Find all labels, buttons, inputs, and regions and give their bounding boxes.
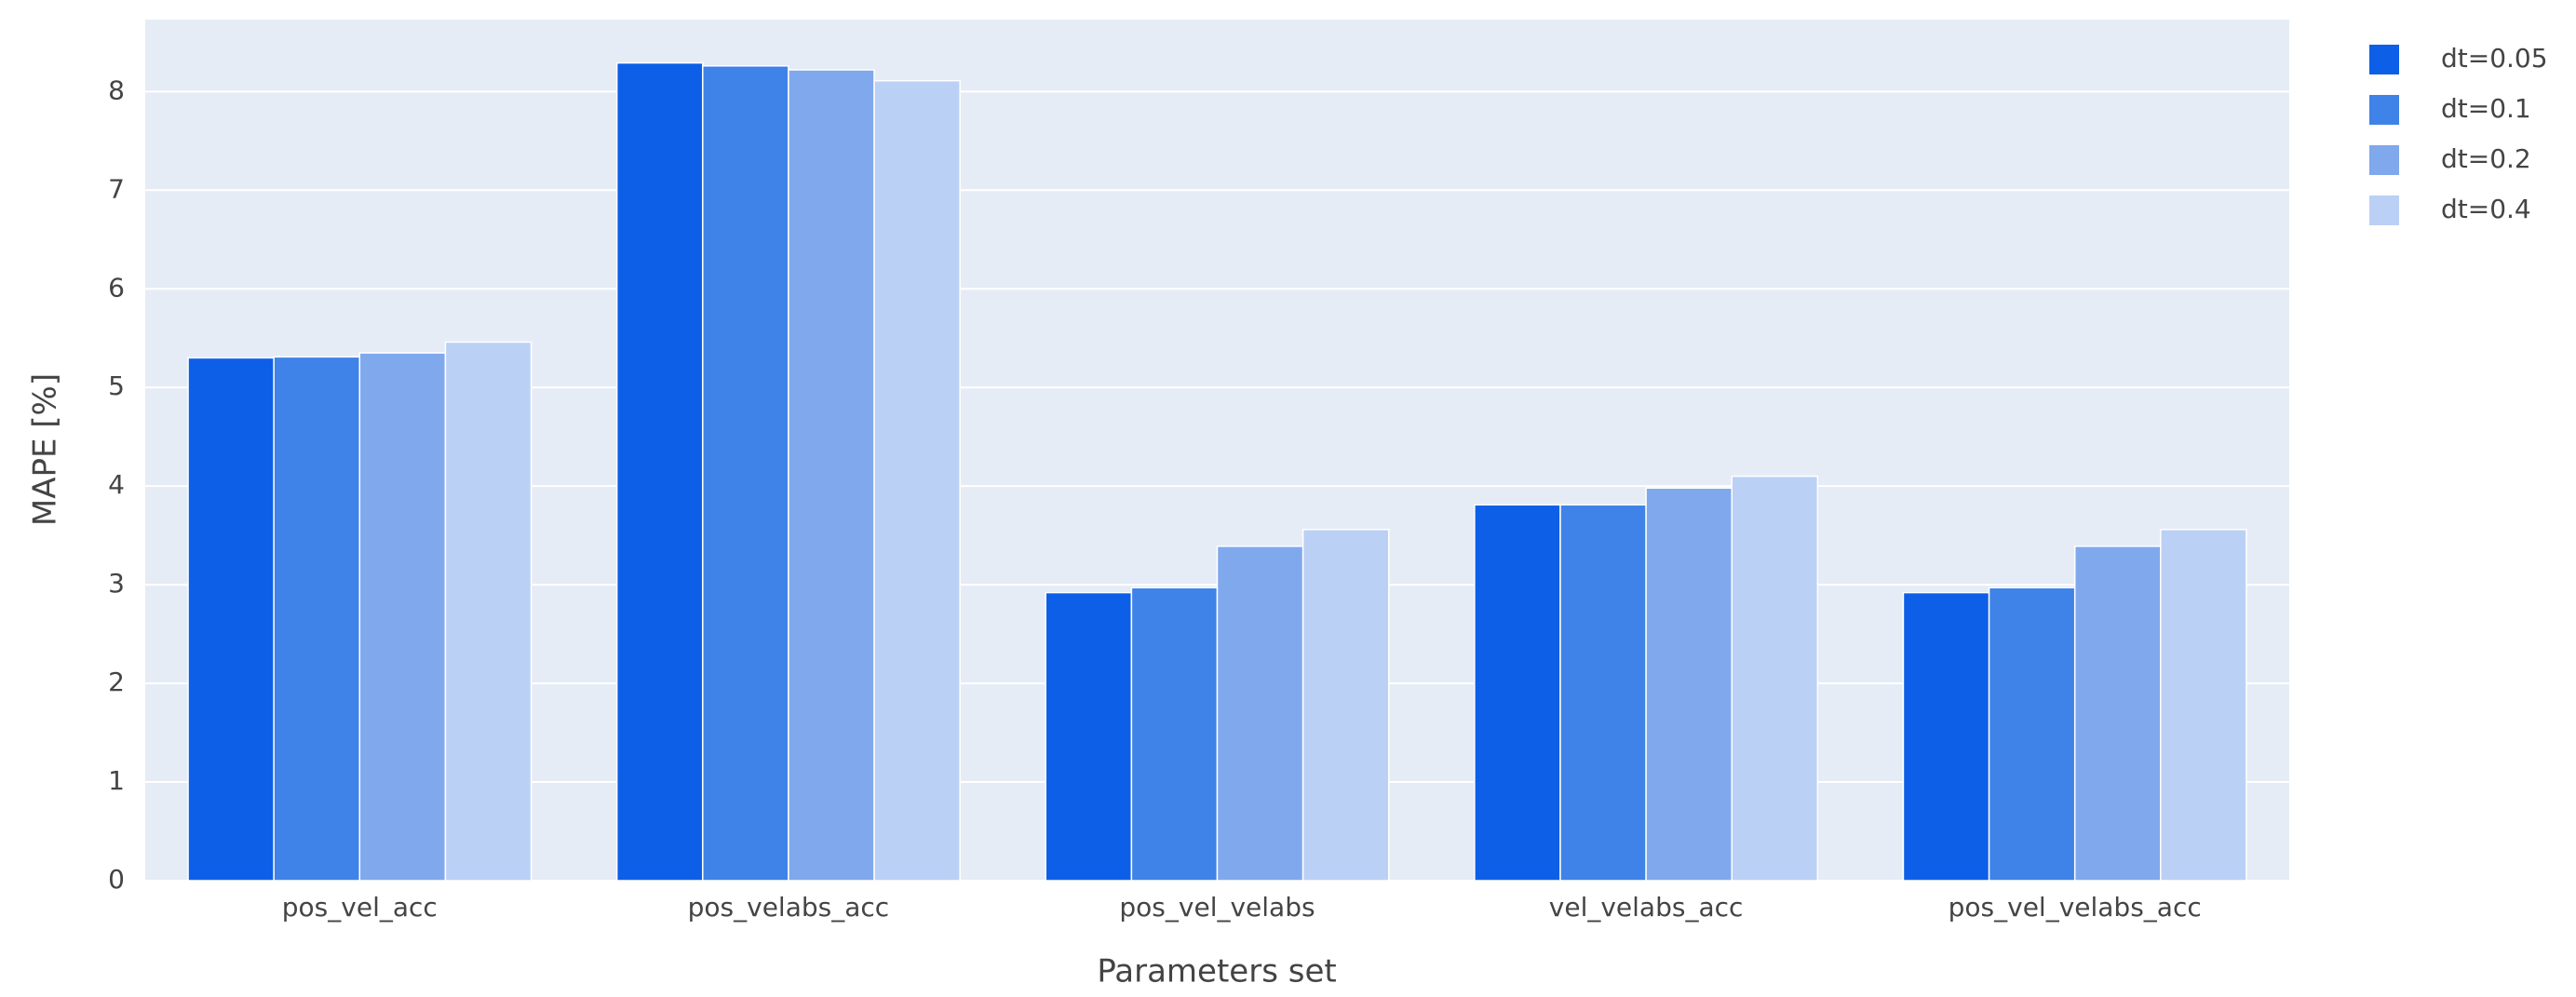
bar bbox=[1559, 504, 1647, 882]
x-axis-title: Parameters set bbox=[1097, 953, 1336, 990]
y-axis-title: MAPE [%] bbox=[27, 373, 64, 526]
bar bbox=[1731, 475, 1819, 882]
y-tick-label: 7 bbox=[108, 173, 125, 204]
bar bbox=[1301, 529, 1390, 882]
x-tick-label: pos_vel_acc bbox=[282, 892, 438, 923]
legend-swatch bbox=[2369, 95, 2399, 125]
legend-label: dt=0.05 bbox=[2441, 43, 2548, 74]
bar bbox=[1645, 487, 1733, 882]
x-tick-label: pos_velabs_acc bbox=[688, 892, 890, 923]
x-tick-label: pos_vel_velabs_acc bbox=[1949, 892, 2202, 923]
legend-swatch bbox=[2369, 45, 2399, 74]
legend-label: dt=0.4 bbox=[2441, 194, 2531, 224]
bar bbox=[1474, 504, 1561, 882]
bar bbox=[702, 65, 789, 882]
bar bbox=[2073, 546, 2162, 882]
y-tick-label: 0 bbox=[108, 864, 125, 895]
bar bbox=[358, 352, 447, 882]
y-tick-label: 6 bbox=[108, 272, 125, 303]
y-tick-label: 5 bbox=[108, 371, 125, 401]
bar bbox=[2160, 529, 2247, 882]
bar bbox=[1216, 546, 1304, 882]
bar bbox=[788, 69, 875, 882]
legend-label: dt=0.2 bbox=[2441, 143, 2531, 174]
legend-swatch bbox=[2369, 145, 2399, 175]
x-tick-label: pos_vel_velabs bbox=[1119, 892, 1315, 923]
bar bbox=[187, 357, 275, 882]
y-tick-label: 8 bbox=[108, 74, 125, 105]
bar bbox=[1045, 591, 1133, 882]
y-tick-label: 2 bbox=[108, 667, 125, 697]
y-tick-label: 1 bbox=[108, 765, 125, 796]
y-tick-label: 3 bbox=[108, 568, 125, 599]
bar bbox=[1130, 586, 1219, 882]
bar bbox=[1988, 586, 2076, 882]
y-tick-label: 4 bbox=[108, 469, 125, 500]
x-tick-label: vel_velabs_acc bbox=[1549, 892, 1744, 923]
bar bbox=[444, 341, 533, 882]
bar bbox=[1902, 591, 1990, 882]
legend-label: dt=0.1 bbox=[2441, 93, 2531, 124]
bar bbox=[273, 356, 361, 882]
bar bbox=[873, 79, 961, 882]
bar bbox=[615, 61, 704, 882]
legend-swatch bbox=[2369, 195, 2399, 225]
